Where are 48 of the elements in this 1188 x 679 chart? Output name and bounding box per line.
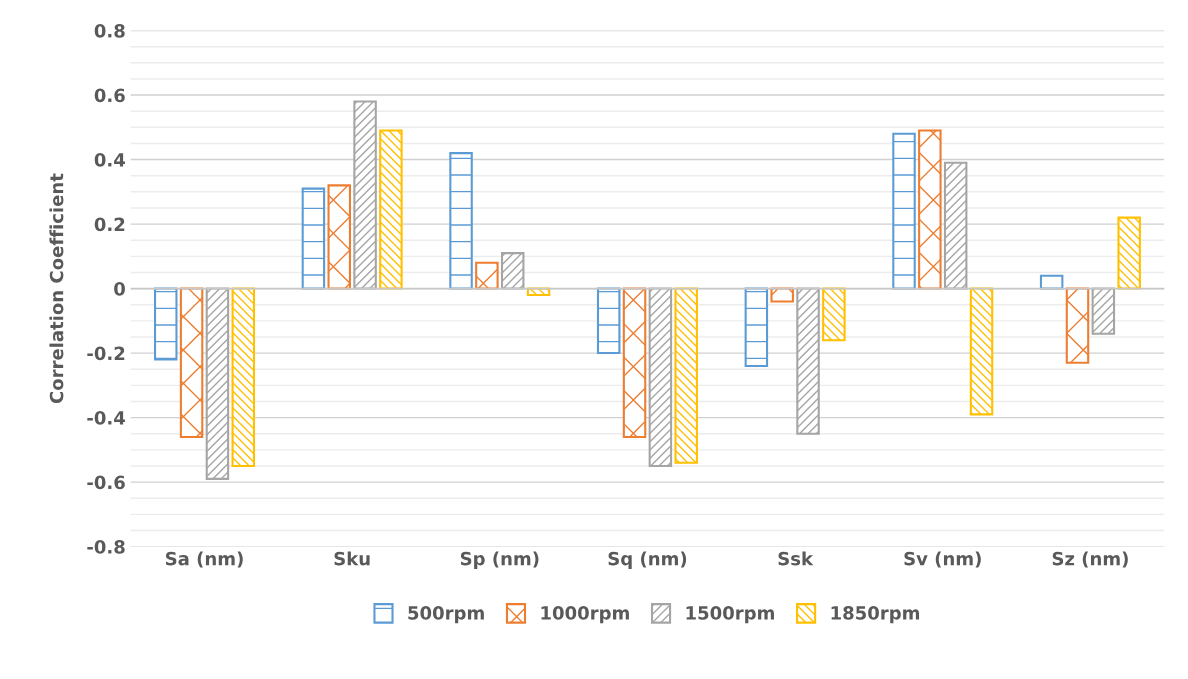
y-tick-label: -0.6 (87, 475, 125, 490)
legend-label: 1500rpm (686, 606, 774, 624)
y-tick-label: -0.2 (87, 346, 125, 361)
bar (969, 287, 994, 416)
x-tick-label: Sku (334, 551, 370, 566)
legend-label: 1850rpm (831, 606, 920, 624)
x-tick-label: Sv (nm) (904, 551, 981, 568)
bar (648, 287, 673, 467)
bar (353, 100, 377, 290)
y-tick-label: 0 (114, 282, 125, 296)
bar (301, 187, 326, 290)
y-tick-label: -0.8 (87, 540, 125, 554)
bar (449, 152, 473, 290)
y-tick-label: 0.4 (94, 153, 125, 167)
x-tick-label: Sq (nm) (608, 551, 687, 569)
bar (918, 129, 942, 290)
bar (205, 287, 230, 480)
bar (179, 287, 204, 438)
bar (231, 287, 256, 467)
bar (674, 287, 698, 464)
bar (327, 184, 351, 290)
bar (892, 132, 916, 290)
x-tick-label: Sp (nm) (460, 551, 539, 569)
bar (622, 287, 647, 438)
y-tick-label: 0.2 (94, 217, 125, 232)
bar (596, 287, 621, 355)
legend-label: 1000rpm (541, 606, 629, 624)
bar (154, 287, 178, 361)
y-tick-label: 0.6 (94, 88, 125, 103)
y-tick-label: 0.8 (94, 24, 125, 38)
bar (744, 287, 769, 368)
bar (1065, 287, 1090, 364)
bar (796, 287, 820, 435)
x-tick-label: Sa (nm) (165, 551, 243, 568)
y-tick-label: -0.4 (87, 411, 125, 425)
bar (500, 252, 525, 290)
legend-label: 500rpm (408, 606, 484, 624)
bar (822, 287, 846, 342)
bar (1091, 287, 1116, 335)
x-tick-label: Sz (nm) (1052, 551, 1128, 568)
bar (475, 261, 499, 290)
bar (770, 287, 794, 303)
bar (1039, 274, 1064, 290)
x-tick-label: Ssk (778, 551, 814, 566)
y-axis-title: Correlation Coefficient (49, 173, 64, 404)
bar (1117, 216, 1141, 290)
bar (379, 129, 403, 290)
bar (943, 161, 968, 290)
